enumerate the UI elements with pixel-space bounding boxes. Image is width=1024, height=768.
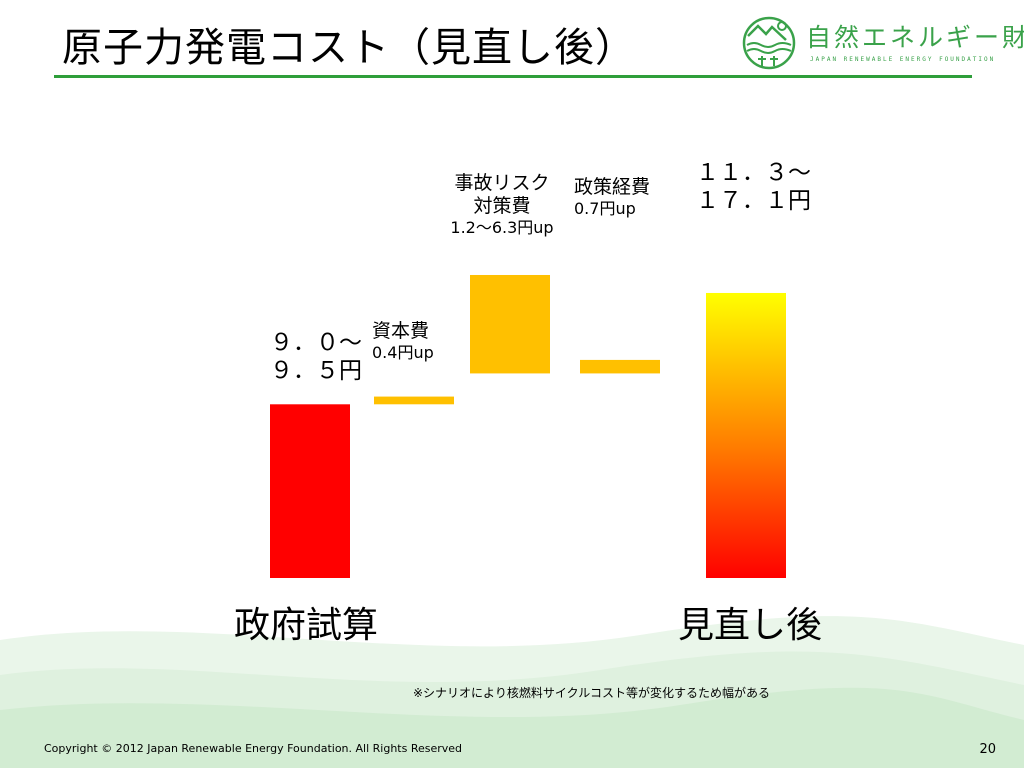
label-revised-total-line-1: １１．３～: [696, 160, 811, 186]
category-label-government-estimate: 政府試算: [234, 605, 379, 646]
background-waves: [0, 616, 1024, 768]
copyright-text: Copyright © 2012 Japan Renewable Energy …: [44, 742, 463, 755]
page-title: 原子力発電コスト（見直し後）: [62, 25, 636, 71]
label-accident-risk-cost-line-3: 1.2～6.3円up: [450, 217, 554, 237]
bar-government-estimate: [270, 404, 350, 578]
category-label-revised: 見直し後: [678, 605, 823, 646]
label-revised-total-line-2: １７．１円: [696, 187, 811, 214]
label-government-estimate-line-1: ９．０～: [270, 330, 362, 356]
bar-accident-risk-cost: [470, 274, 550, 374]
logo-emblem-icon: [742, 16, 796, 70]
label-capital-cost: 資本費 0.4円up: [372, 320, 434, 362]
label-policy-cost-line-1: 政策経費: [574, 176, 651, 198]
page-number: 20: [979, 742, 996, 757]
organization-logo: 自然エネルギー財団 JAPAN RENEWABLE ENERGY FOUNDAT…: [740, 12, 1024, 72]
label-capital-cost-line-2: 0.4円up: [372, 342, 434, 362]
label-capital-cost-line-1: 資本費: [372, 320, 430, 342]
logo-name: 自然エネルギー財団: [806, 23, 1024, 52]
title-divider: [54, 75, 972, 78]
label-accident-risk-cost-line-2: 対策費: [473, 194, 531, 217]
label-accident-risk-cost: 事故リスク 対策費 1.2～6.3円up: [434, 172, 570, 237]
label-accident-risk-cost-line-1: 事故リスク: [454, 172, 550, 194]
label-government-estimate-line-2: ９．５円: [270, 357, 362, 384]
label-policy-cost-line-2: 0.7円up: [574, 198, 636, 218]
chart-note: ※シナリオにより核燃料サイクルコスト等が変化するため幅がある: [413, 686, 770, 700]
label-government-estimate: ９．０～ ９．５円: [270, 330, 362, 385]
bar-revised-total: [706, 292, 786, 578]
logo-subtitle: JAPAN RENEWABLE ENERGY FOUNDATION: [810, 56, 996, 63]
bar-capital-cost: [374, 396, 454, 405]
bar-policy-cost: [580, 359, 660, 374]
label-policy-cost: 政策経費 0.7円up: [574, 176, 650, 218]
label-revised-total: １１．３～ １７．１円: [696, 160, 811, 215]
